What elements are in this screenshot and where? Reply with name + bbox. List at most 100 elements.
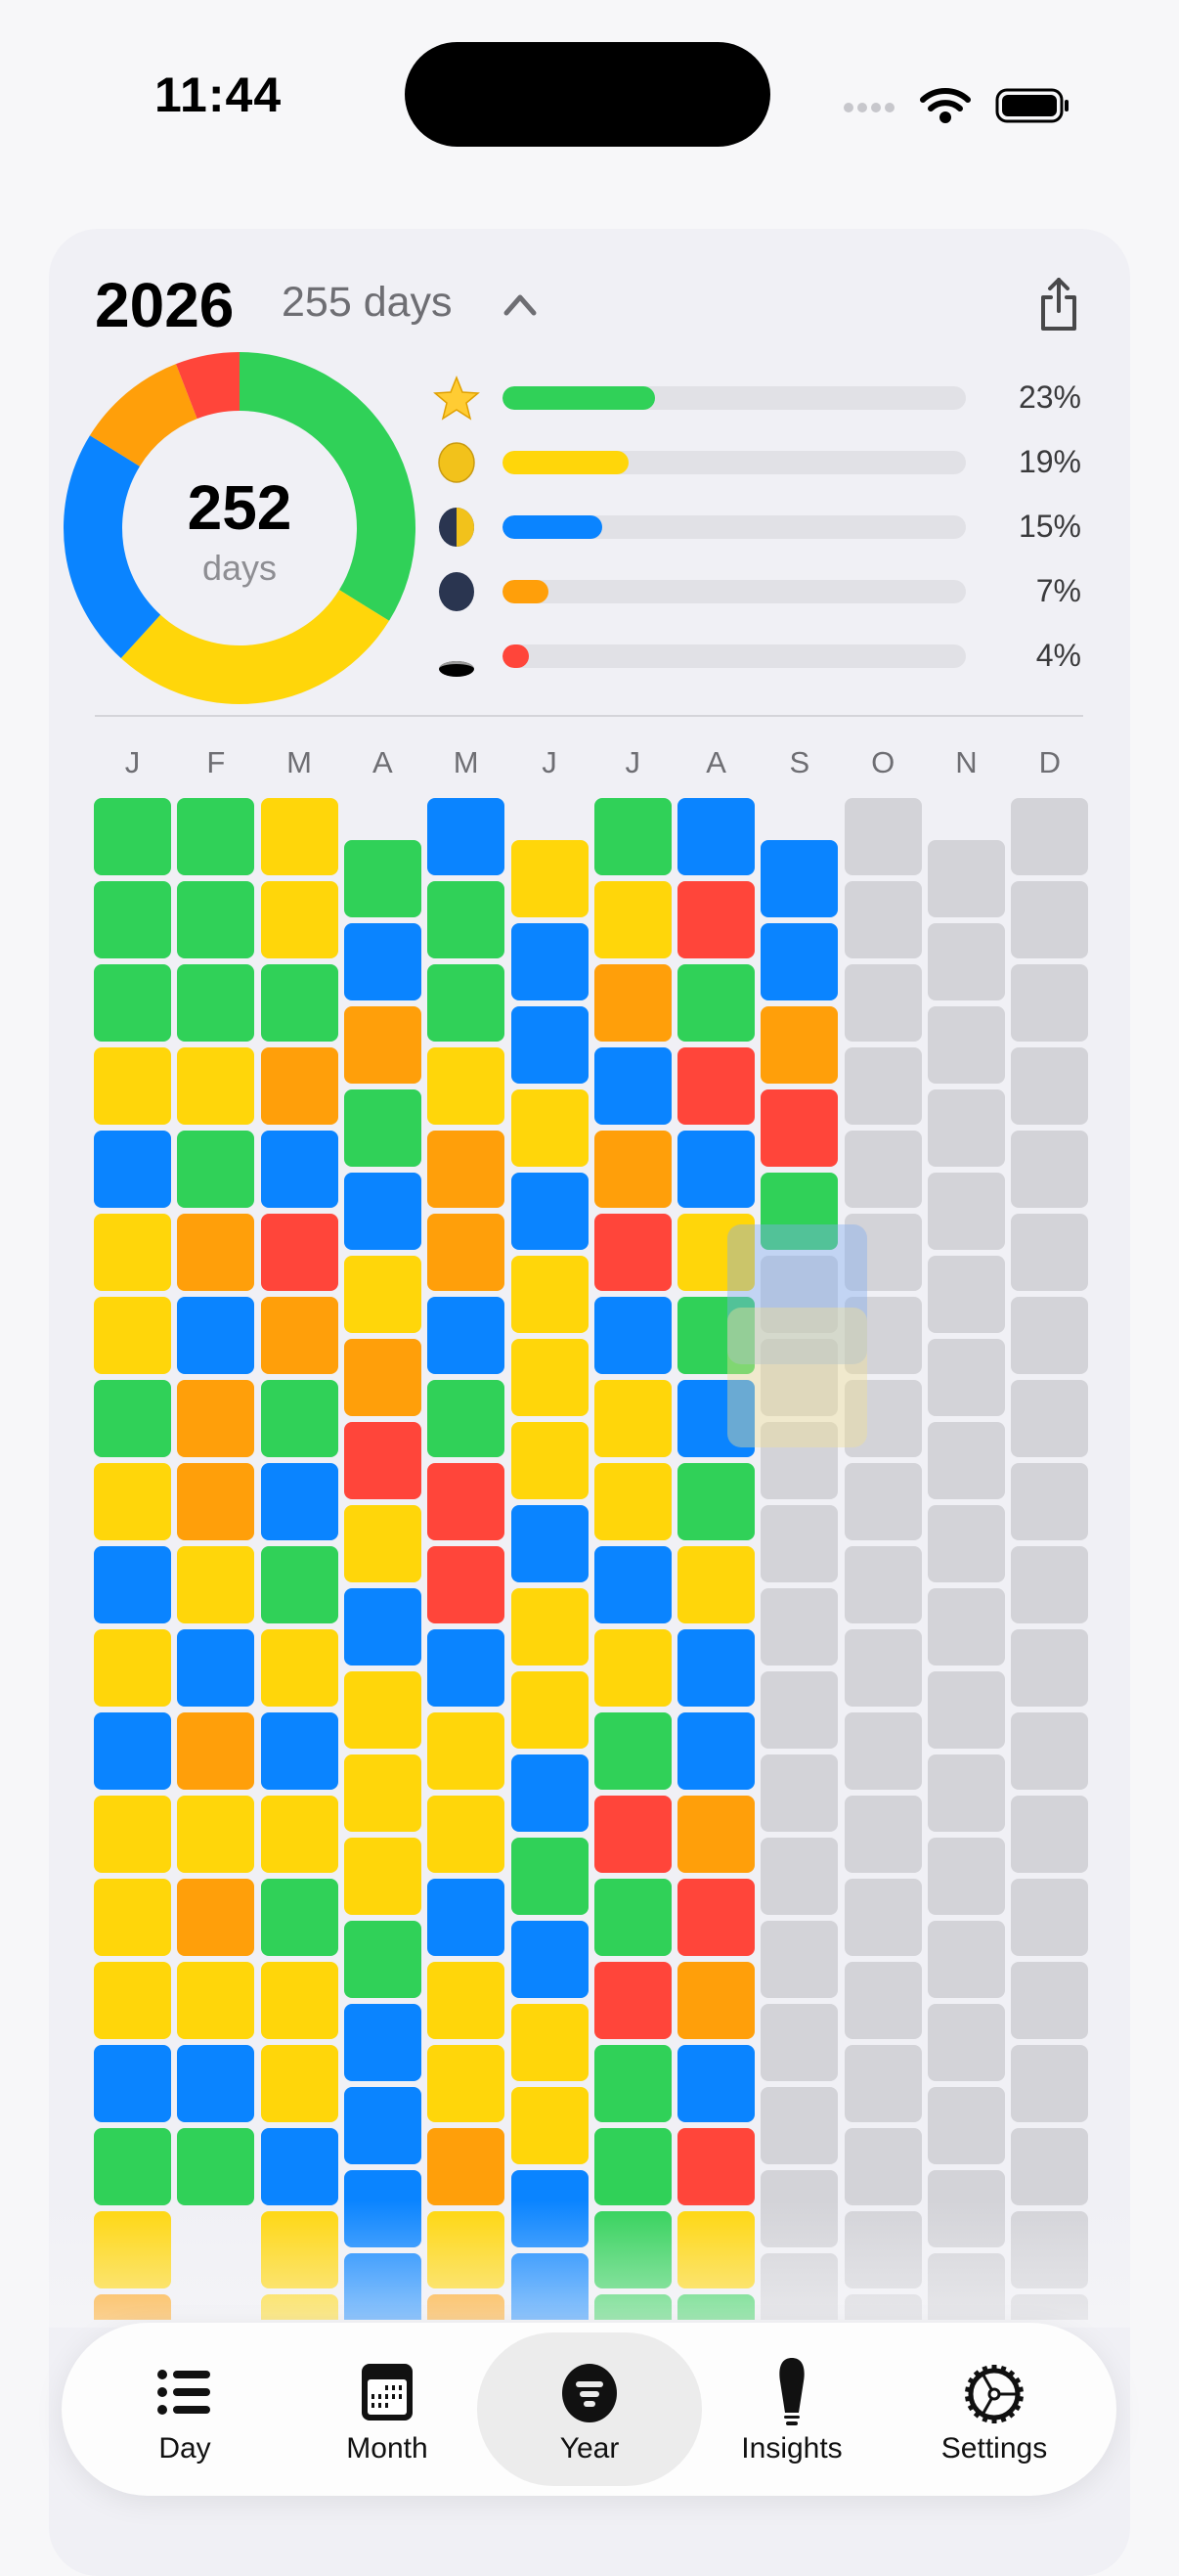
day-cell-empty[interactable]: [1011, 2128, 1089, 2205]
day-cell[interactable]: [593, 2128, 672, 2205]
day-cell[interactable]: [177, 964, 255, 1042]
day-cell-empty[interactable]: [1011, 964, 1089, 1042]
day-cell[interactable]: [343, 1754, 421, 1832]
day-cell[interactable]: [260, 1047, 338, 1125]
day-cell[interactable]: [593, 1380, 672, 1457]
day-cell[interactable]: [510, 1921, 589, 1998]
day-cell-empty[interactable]: [1011, 798, 1089, 875]
day-cell[interactable]: [343, 1422, 421, 1499]
day-cell[interactable]: [177, 1380, 255, 1457]
day-cell[interactable]: [593, 1463, 672, 1540]
day-cell[interactable]: [260, 1712, 338, 1790]
day-cell[interactable]: [177, 1796, 255, 1873]
day-cell[interactable]: [427, 1463, 505, 1540]
day-cell-empty[interactable]: [844, 1297, 922, 1374]
day-cell-empty[interactable]: [844, 1131, 922, 1208]
day-cell[interactable]: [343, 1089, 421, 1167]
day-cell-empty[interactable]: [1011, 2045, 1089, 2122]
day-cell-empty[interactable]: [844, 2045, 922, 2122]
day-cell[interactable]: [761, 923, 839, 1000]
day-cell[interactable]: [593, 1131, 672, 1208]
day-cell[interactable]: [260, 1380, 338, 1457]
day-cell[interactable]: [677, 1879, 756, 1956]
day-cell-empty[interactable]: [928, 840, 1005, 917]
day-cell-empty[interactable]: [761, 1505, 839, 1582]
day-cell[interactable]: [260, 2045, 338, 2122]
day-cell-empty[interactable]: [844, 798, 922, 875]
day-cell[interactable]: [510, 1754, 589, 1832]
day-cell-empty[interactable]: [844, 1796, 922, 1873]
day-cell[interactable]: [94, 1962, 171, 2039]
day-cell[interactable]: [677, 1712, 756, 1790]
day-cell[interactable]: [427, 1879, 505, 1956]
day-cell[interactable]: [677, 1047, 756, 1125]
day-cell[interactable]: [593, 1546, 672, 1623]
day-cell-empty[interactable]: [928, 2004, 1005, 2081]
day-cell[interactable]: [593, 964, 672, 1042]
day-cell-empty[interactable]: [844, 2128, 922, 2205]
day-cell-empty[interactable]: [1011, 881, 1089, 958]
day-cell[interactable]: [510, 1588, 589, 1666]
day-cell[interactable]: [510, 1006, 589, 1084]
day-cell-empty[interactable]: [1011, 1380, 1089, 1457]
day-cell[interactable]: [593, 1214, 672, 1291]
day-cell-empty[interactable]: [761, 1339, 839, 1416]
day-cell[interactable]: [677, 1131, 756, 1208]
day-cell-empty[interactable]: [761, 1754, 839, 1832]
day-cell-empty[interactable]: [928, 1671, 1005, 1749]
day-cell[interactable]: [510, 1838, 589, 1915]
day-cell-empty[interactable]: [844, 964, 922, 1042]
day-cell[interactable]: [677, 1297, 756, 1374]
day-cell[interactable]: [677, 964, 756, 1042]
day-cell[interactable]: [677, 1629, 756, 1707]
day-cell-empty[interactable]: [844, 1546, 922, 1623]
day-cell-empty[interactable]: [928, 1505, 1005, 1582]
day-cell[interactable]: [427, 1047, 505, 1125]
day-cell-empty[interactable]: [928, 1256, 1005, 1333]
tab-settings[interactable]: Settings: [896, 2323, 1092, 2496]
day-cell[interactable]: [94, 964, 171, 1042]
day-cell[interactable]: [677, 1463, 756, 1540]
day-cell[interactable]: [343, 1173, 421, 1250]
day-cell-empty[interactable]: [761, 1838, 839, 1915]
day-cell[interactable]: [343, 1838, 421, 1915]
day-cell-empty[interactable]: [1011, 1297, 1089, 1374]
day-cell[interactable]: [177, 1463, 255, 1540]
day-cell[interactable]: [427, 1214, 505, 1291]
day-cell[interactable]: [510, 2004, 589, 2081]
day-cell[interactable]: [343, 1588, 421, 1666]
day-cell-empty[interactable]: [1011, 1214, 1089, 1291]
day-cell-empty[interactable]: [1011, 1463, 1089, 1540]
day-cell[interactable]: [761, 840, 839, 917]
day-cell[interactable]: [427, 1131, 505, 1208]
day-cell-empty[interactable]: [1011, 1629, 1089, 1707]
day-cell-empty[interactable]: [844, 1712, 922, 1790]
day-cell[interactable]: [510, 1089, 589, 1167]
day-cell-empty[interactable]: [844, 1214, 922, 1291]
day-cell[interactable]: [427, 881, 505, 958]
day-cell[interactable]: [427, 1546, 505, 1623]
day-cell[interactable]: [593, 1712, 672, 1790]
day-cell[interactable]: [343, 2004, 421, 2081]
day-cell-empty[interactable]: [1011, 1131, 1089, 1208]
day-cell[interactable]: [94, 1796, 171, 1873]
day-cell-empty[interactable]: [1011, 1047, 1089, 1125]
day-cell[interactable]: [593, 2045, 672, 2122]
day-cell[interactable]: [427, 798, 505, 875]
day-cell[interactable]: [260, 964, 338, 1042]
day-cell[interactable]: [510, 1256, 589, 1333]
day-cell-empty[interactable]: [844, 881, 922, 958]
day-cell[interactable]: [593, 1962, 672, 2039]
day-cell[interactable]: [593, 798, 672, 875]
day-cell[interactable]: [677, 1546, 756, 1623]
day-cell[interactable]: [343, 1671, 421, 1749]
day-cell-empty[interactable]: [761, 2087, 839, 2164]
day-cell[interactable]: [343, 1505, 421, 1582]
day-cell[interactable]: [427, 1712, 505, 1790]
day-cell[interactable]: [510, 1671, 589, 1749]
day-cell[interactable]: [94, 1546, 171, 1623]
day-cell-empty[interactable]: [928, 923, 1005, 1000]
day-cell[interactable]: [427, 964, 505, 1042]
day-cell-empty[interactable]: [844, 1879, 922, 1956]
day-cell-empty[interactable]: [761, 1671, 839, 1749]
